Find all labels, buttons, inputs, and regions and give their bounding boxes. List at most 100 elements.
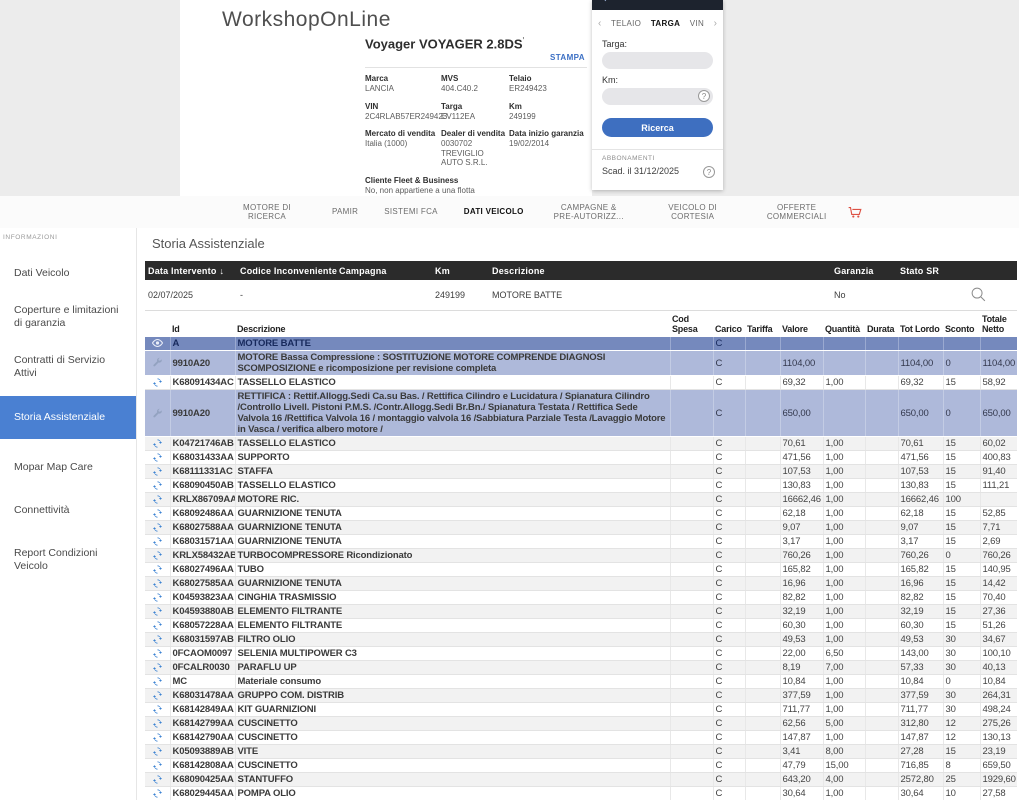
nav-tab-sistemi-fca[interactable]: SISTEMI FCA	[384, 207, 438, 217]
refresh-part-icon[interactable]	[145, 450, 171, 466]
refresh-part-icon[interactable]	[145, 758, 171, 774]
stampa-link[interactable]: STAMPA	[550, 53, 585, 62]
history-row[interactable]: 02/07/2025 - 249199 MOTORE BATTE No	[145, 280, 1017, 311]
detail-row-k04721746ab[interactable]: K04721746AB TASSELLO ELASTICO C 70,61 1,00 70…	[145, 436, 1017, 452]
cell-qta: 1,00	[823, 562, 866, 578]
detail-row-k68090425aa[interactable]: K68090425AA STANTUFFO C 643,20 4,00 2572,80 25…	[145, 772, 1017, 788]
cart-icon[interactable]	[848, 204, 863, 222]
detail-row-0fcaom0097[interactable]: 0FCAOM0097 SELENIA MULTIPOWER C3 C 22,00 6,5…	[145, 646, 1017, 662]
cell-lordo: 69,32	[898, 375, 944, 391]
eye-icon[interactable]	[145, 337, 171, 351]
refresh-part-icon[interactable]	[145, 604, 171, 620]
nav-tab-pamir[interactable]: PAMIR	[332, 207, 359, 217]
cell-lordo: 16662,46	[898, 492, 944, 508]
sidebar-item-contratti-di-servizio-attivi[interactable]: Contratti di Servizio Attivi	[14, 354, 106, 379]
detail-row-a[interactable]: A MOTORE BATTE C	[145, 337, 1017, 351]
wrench-icon[interactable]	[145, 389, 171, 438]
refresh-part-icon[interactable]	[145, 492, 171, 508]
refresh-part-icon[interactable]	[145, 730, 171, 746]
refresh-part-icon[interactable]	[145, 478, 171, 494]
cell-tar	[745, 464, 781, 480]
detail-row-k68057228aa[interactable]: K68057228AA ELEMENTO FILTRANTE C 60,30 1,00 6…	[145, 618, 1017, 634]
col-km: Km	[435, 265, 450, 276]
refresh-part-icon[interactable]	[145, 702, 171, 718]
detail-row-k68092486aa[interactable]: K68092486AA GUARNIZIONE TENUTA C 62,18 1,00 6…	[145, 506, 1017, 522]
detail-row-k68027585aa[interactable]: K68027585AA GUARNIZIONE TENUTA C 16,96 1,00 1…	[145, 576, 1017, 592]
detail-row-k68142808aa[interactable]: K68142808AA CUSCINETTO C 47,79 15,00 716,85 8 6…	[145, 758, 1017, 774]
detail-row-k68142790aa[interactable]: K68142790AA CUSCINETTO C 147,87 1,00 147,87 12…	[145, 730, 1017, 746]
km-input[interactable]: ?	[602, 88, 713, 105]
refresh-part-icon[interactable]	[145, 548, 171, 564]
detail-row-k68027588aa[interactable]: K68027588AA GUARNIZIONE TENUTA C 9,07 1,00 9,…	[145, 520, 1017, 536]
detail-row-0fcalr0030[interactable]: 0FCALR0030 PARAFLU UP C 8,19 7,00 57,33 30 40,1…	[145, 660, 1017, 676]
detail-row-k04593880ab[interactable]: K04593880AB ELEMENTO FILTRANTE C 32,19 1,00 3…	[145, 604, 1017, 620]
nav-tab-offerte-commerciali[interactable]: OFFERTE COMMERCIALI	[766, 202, 827, 222]
refresh-part-icon[interactable]	[145, 576, 171, 592]
refresh-part-icon[interactable]	[145, 744, 171, 760]
detail-row-mc[interactable]: MC Materiale consumo C 10,84 1,00 10,84 0 10,84	[145, 674, 1017, 690]
wrench-icon[interactable]	[145, 350, 171, 376]
refresh-part-icon[interactable]	[145, 520, 171, 536]
sidebar-item-report-condizioni-veicolo[interactable]: Report Condizioni Veicolo	[14, 547, 98, 572]
refresh-part-icon[interactable]	[145, 375, 171, 391]
detail-row-krlx86709aa[interactable]: KRLX86709AA MOTORE RIC. C 16662,46 1,00 16662…	[145, 492, 1017, 508]
refresh-part-icon[interactable]	[145, 674, 171, 690]
sidebar-item-coperture-e-limitazioni-di-garanzia[interactable]: Coperture e limitazioni di garanzia	[14, 304, 119, 329]
detail-row-k68029445aa[interactable]: K68029445AA POMPA OLIO C 30,64 1,00 30,64 10 27…	[145, 786, 1017, 800]
refresh-part-icon[interactable]	[145, 716, 171, 732]
detail-row-k68090450ab[interactable]: K68090450AB TASSELLO ELASTICO C 130,83 1,00 1…	[145, 478, 1017, 494]
detail-row-k68031571aa[interactable]: K68031571AA GUARNIZIONE TENUTA C 3,17 1,00 3,…	[145, 534, 1017, 550]
nav-tab-campagne-pre-autorizz[interactable]: CAMPAGNE & PRE-AUTORIZZ...	[553, 202, 624, 222]
tabs-next-icon[interactable]: ›	[713, 18, 717, 29]
refresh-part-icon[interactable]	[145, 562, 171, 578]
detail-row-krlx58432ab[interactable]: KRLX58432AB TURBOCOMPRESSORE Ricondiziona…	[145, 548, 1017, 564]
refresh-part-icon[interactable]	[145, 618, 171, 634]
tab-telaio[interactable]: TELAIO	[610, 19, 642, 28]
history-search-icon[interactable]	[970, 286, 987, 303]
targa-input[interactable]	[602, 52, 713, 69]
tab-vin[interactable]: VIN	[689, 19, 705, 28]
detail-row-k68111331ac[interactable]: K68111331AC STAFFA C 107,53 1,00 107,53 15 91,4…	[145, 464, 1017, 480]
sidebar-item-storia-assistenziale[interactable]: Storia Assistenziale	[0, 396, 136, 439]
nav-tab-veicolo-di-cortesia[interactable]: VEICOLO DI CORTESIA	[668, 202, 718, 222]
detail-row-k68027496aa[interactable]: K68027496AA TUBO C 165,82 1,00 165,82 15 140,95	[145, 562, 1017, 578]
refresh-part-icon[interactable]	[145, 660, 171, 676]
nav-tab-motore-di-ricerca[interactable]: MOTORE DI RICERCA	[243, 202, 291, 222]
detail-row-k68142799aa[interactable]: K68142799AA CUSCINETTO C 62,56 5,00 312,80 12 2…	[145, 716, 1017, 732]
km-help-icon[interactable]: ?	[698, 90, 710, 102]
detail-row-k68031597ab[interactable]: K68031597AB FILTRO OLIO C 49,53 1,00 49,53 30 3…	[145, 632, 1017, 648]
detail-row-9910a20[interactable]: 9910A20 RETTIFICA : Rettif.Allogg.Sedi Ca…	[145, 389, 1017, 438]
sidebar-item-connettivit[interactable]: Connettività	[14, 504, 70, 516]
detail-row-9910a20[interactable]: 9910A20 MOTORE Bassa Compressione : SOSTI…	[145, 350, 1017, 376]
cell-car: C	[713, 506, 746, 522]
tab-targa[interactable]: TARGA	[650, 19, 681, 28]
detail-row-k68142849aa[interactable]: K68142849AA KIT GUARNIZIONI C 711,77 1,00 711…	[145, 702, 1017, 718]
refresh-part-icon[interactable]	[145, 772, 171, 788]
detail-row-k68031478aa[interactable]: K68031478AA GRUPPO COM. DISTRIB C 377,59 1,0…	[145, 688, 1017, 704]
refresh-part-icon[interactable]	[145, 534, 171, 550]
sidebar-item-mopar-map-care[interactable]: Mopar Map Care	[14, 461, 93, 473]
refresh-part-icon[interactable]	[145, 688, 171, 704]
detail-row-k68091434ac[interactable]: K68091434AC TASSELLO ELASTICO C 69,32 1,00 69…	[145, 375, 1017, 391]
refresh-part-icon[interactable]	[145, 436, 171, 452]
refresh-part-icon[interactable]	[145, 506, 171, 522]
abbonamenti-help-icon[interactable]: ?	[703, 166, 715, 178]
detail-row-k05093889ab[interactable]: K05093889AB VITE C 3,41 8,00 27,28 15 23,19	[145, 744, 1017, 760]
vehicle-title: Voyager VOYAGER 2.8DS'	[365, 36, 525, 52]
detail-row-k68031433aa[interactable]: K68031433AA SUPPORTO C 471,56 1,00 471,56 15 40…	[145, 450, 1017, 466]
sort-desc-icon[interactable]: ↓	[219, 265, 225, 276]
refresh-part-icon[interactable]	[145, 464, 171, 480]
refresh-part-icon[interactable]	[145, 786, 171, 800]
nav-tab-dati-veicolo[interactable]: DATI VEICOLO	[463, 207, 524, 217]
detail-row-k04593823aa[interactable]: K04593823AA CINGHIA TRASMISSIO C 82,82 1,00 8…	[145, 590, 1017, 606]
refresh-part-icon[interactable]	[145, 632, 171, 648]
sidebar-item-dati-veicolo[interactable]: Dati Veicolo	[14, 267, 70, 279]
cell-val: 60,30	[780, 618, 824, 634]
refresh-part-icon[interactable]	[145, 590, 171, 606]
refresh-part-icon[interactable]	[145, 646, 171, 662]
cell-tar	[745, 450, 781, 466]
tabs-prev-icon[interactable]: ‹	[598, 18, 602, 29]
cell-netto: 650,00	[980, 389, 1017, 438]
ricerca-button[interactable]: Ricerca	[602, 118, 713, 137]
cell-qta: 1,00	[823, 478, 866, 494]
